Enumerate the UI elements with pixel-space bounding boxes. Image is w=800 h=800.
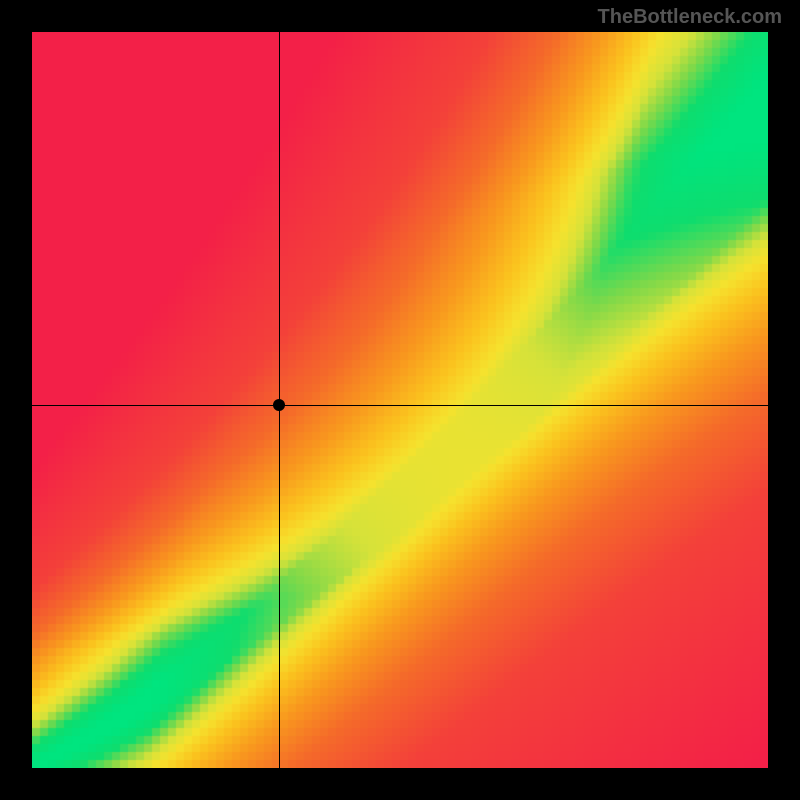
crosshair-marker (273, 399, 285, 411)
watermark-text: TheBottleneck.com (598, 6, 782, 29)
bottleneck-heatmap (32, 32, 768, 768)
crosshair-horizontal (32, 405, 768, 406)
heatmap-canvas (32, 32, 768, 768)
